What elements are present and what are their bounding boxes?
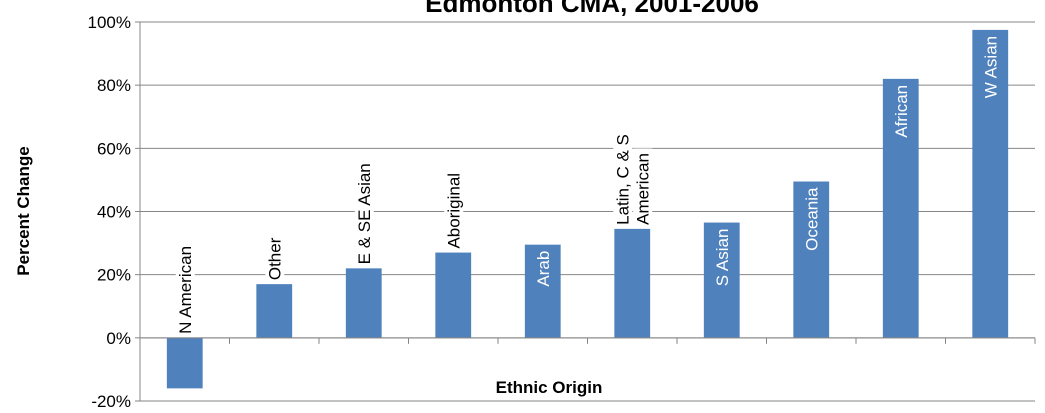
bar-label: Aboriginal (444, 153, 464, 251)
bar-label-background (354, 150, 374, 267)
bar-label: S Asian (713, 229, 732, 287)
bar (345, 268, 382, 338)
bar-label-background (175, 238, 195, 336)
bar-label-background (613, 111, 633, 227)
bar-label: Arab (534, 251, 553, 287)
bar-label-line: Latin, C & S (613, 134, 632, 225)
bar-label-line: Oceania (802, 187, 821, 251)
chart-title: Edmonton CMA, 2001-2006 (425, 0, 759, 18)
bar-label-background (633, 148, 653, 227)
bars (166, 29, 1009, 389)
bar (524, 244, 561, 338)
bar-label: N American (175, 238, 195, 336)
y-tick-label: 60% (97, 139, 131, 158)
bar (882, 78, 919, 338)
bar-label: E & SE Asian (354, 150, 374, 267)
bar-label-line: Aboriginal (444, 173, 463, 249)
axes (135, 21, 1036, 402)
bar-label-background (444, 153, 464, 251)
y-tick-labels: -20% 0% 20% 40% 60% 80% 100% (88, 13, 131, 411)
bar-label: Other (265, 231, 285, 283)
y-tick-label: -20% (91, 392, 131, 411)
bar (972, 29, 1009, 338)
bar-label-background (265, 231, 285, 283)
bar-label-line: N American (176, 246, 195, 334)
bar-label-line: Arab (534, 251, 553, 287)
y-tick-label: 0% (106, 329, 131, 348)
bar-label: Latin, C & S American (613, 111, 653, 227)
y-axis-title: Percent Change (14, 146, 33, 275)
bar-labels: N American Other E & SE Asian Aboriginal Ara… (175, 36, 1000, 336)
bar-label-line: W Asian (981, 36, 1000, 98)
bar-label-line: American (633, 153, 652, 225)
y-tick-label: 100% (88, 13, 131, 32)
y-tick-label: 40% (97, 203, 131, 222)
bar-label: African (892, 85, 911, 138)
bar (435, 252, 472, 338)
bar (614, 228, 651, 338)
bar-label-line: E & SE Asian (355, 163, 374, 264)
bar-label-line: S Asian (713, 229, 732, 287)
bar (793, 181, 830, 338)
bar-label-line: African (892, 85, 911, 138)
bar-label-line: Other (265, 237, 284, 280)
bar (703, 222, 740, 338)
bar-label: W Asian (981, 36, 1000, 98)
bar (166, 337, 203, 389)
y-tick-label: 80% (97, 76, 131, 95)
bar-label: Oceania (802, 187, 821, 251)
y-tick-label: 20% (97, 266, 131, 285)
bar (256, 284, 293, 338)
x-axis-title: Ethnic Origin (496, 378, 603, 397)
